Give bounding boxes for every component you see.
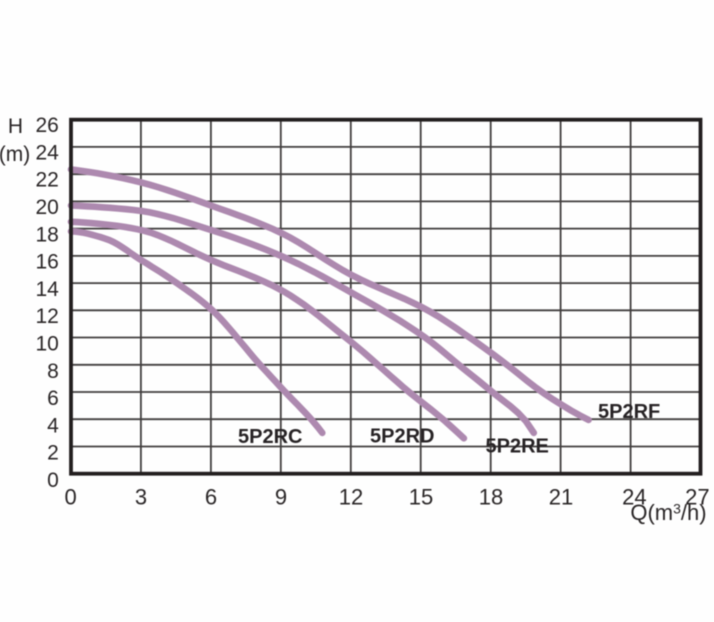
svg-text:8: 8 [47, 360, 59, 383]
svg-text:Q(m3/h): Q(m3/h) [630, 500, 706, 525]
svg-text:16: 16 [35, 251, 58, 274]
svg-text:20: 20 [35, 196, 58, 219]
svg-text:3: 3 [135, 485, 147, 510]
svg-text:(m): (m) [0, 143, 30, 166]
svg-text:2: 2 [47, 442, 59, 465]
svg-text:5P2RD: 5P2RD [370, 426, 434, 448]
svg-text:24: 24 [622, 485, 646, 510]
svg-text:10: 10 [35, 333, 58, 356]
svg-text:18: 18 [479, 485, 503, 510]
svg-text:27: 27 [685, 485, 709, 510]
svg-text:5P2RE: 5P2RE [486, 435, 549, 457]
svg-text:18: 18 [35, 223, 58, 246]
svg-text:12: 12 [35, 305, 58, 328]
svg-text:15: 15 [409, 485, 433, 510]
svg-text:21: 21 [549, 485, 573, 510]
svg-text:24: 24 [35, 141, 59, 164]
svg-text:H: H [8, 115, 23, 138]
svg-text:6: 6 [205, 485, 217, 510]
svg-text:14: 14 [35, 278, 59, 301]
svg-text:22: 22 [35, 169, 58, 192]
svg-text:12: 12 [339, 485, 363, 510]
svg-text:0: 0 [47, 469, 59, 492]
svg-text:26: 26 [35, 114, 58, 137]
svg-text:9: 9 [275, 485, 287, 510]
svg-text:5P2RC: 5P2RC [238, 426, 302, 448]
svg-text:0: 0 [64, 485, 76, 510]
svg-text:5P2RF: 5P2RF [598, 401, 660, 423]
svg-text:6: 6 [47, 387, 59, 410]
svg-text:4: 4 [47, 414, 59, 437]
